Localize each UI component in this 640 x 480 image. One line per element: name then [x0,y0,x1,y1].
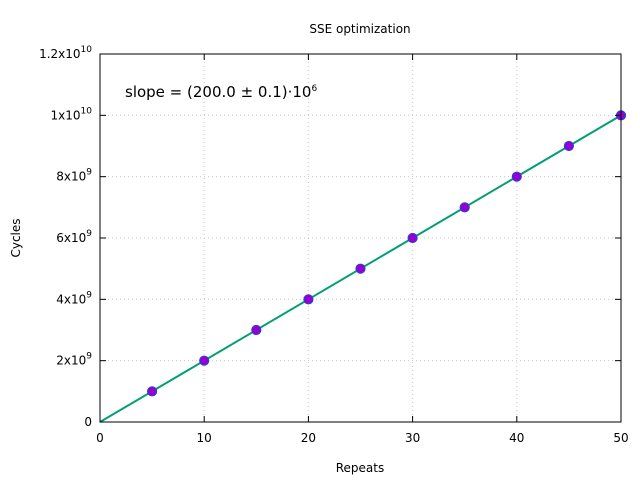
y-tick-label-exponent: 10 [81,106,93,116]
y-tick-label: 4x109 [56,290,92,306]
y-tick-label: 0 [84,415,92,429]
axis-ticks [99,53,622,423]
slope-annotation: slope = (200.0 ± 0.1)·106 [125,83,317,101]
y-tick-label-exponent: 10 [81,45,93,55]
y-tick-label-base: 8x10 [56,170,86,184]
x-tick-label: 0 [96,431,104,445]
x-tick-label: 50 [613,431,628,445]
slope-annotation-exponent: 6 [311,84,317,94]
y-tick-label-base: 6x10 [56,231,86,245]
data-point [251,324,262,336]
y-tick-label: 2x109 [56,352,92,368]
data-points [147,110,627,397]
y-tick-label-exponent: 9 [86,229,92,239]
x-tick-labels: 0 10 20 30 40 50 [96,431,628,445]
y-tick-label: 1x1010 [51,106,93,122]
y-tick-label: 8x109 [56,168,92,184]
x-axis-label: Repeats [336,461,385,475]
data-point [147,386,158,397]
x-tick-label: 40 [509,431,524,445]
chart-title: SSE optimization [309,22,410,36]
x-tick-label: 10 [197,431,212,445]
x-tick-label: 30 [405,431,420,445]
y-axis-label: Cycles [9,218,23,257]
y-tick-label-exponent: 9 [86,352,92,362]
y-tick-label-base: 1x10 [51,108,81,122]
slope-annotation-text: slope = (200.0 ± 0.1)·10 [125,83,311,101]
x-tick-label: 20 [301,431,316,445]
data-point [511,171,522,182]
data-point [199,355,210,366]
y-tick-label-exponent: 9 [86,168,92,178]
y-tick-label: 1.2x1010 [39,45,92,61]
y-tick-label-base: 0 [84,415,92,429]
data-point [355,263,366,274]
data-point [407,232,418,244]
grid-lines [100,54,621,422]
data-point [303,294,314,305]
y-tick-label-exponent: 9 [86,290,92,300]
data-point [563,140,575,152]
data-point [459,202,470,213]
y-tick-label-base: 1.2x10 [39,47,80,61]
y-tick-label-base: 2x10 [56,354,86,368]
y-tick-label-base: 4x10 [56,292,86,306]
y-tick-label: 6x109 [56,229,92,245]
